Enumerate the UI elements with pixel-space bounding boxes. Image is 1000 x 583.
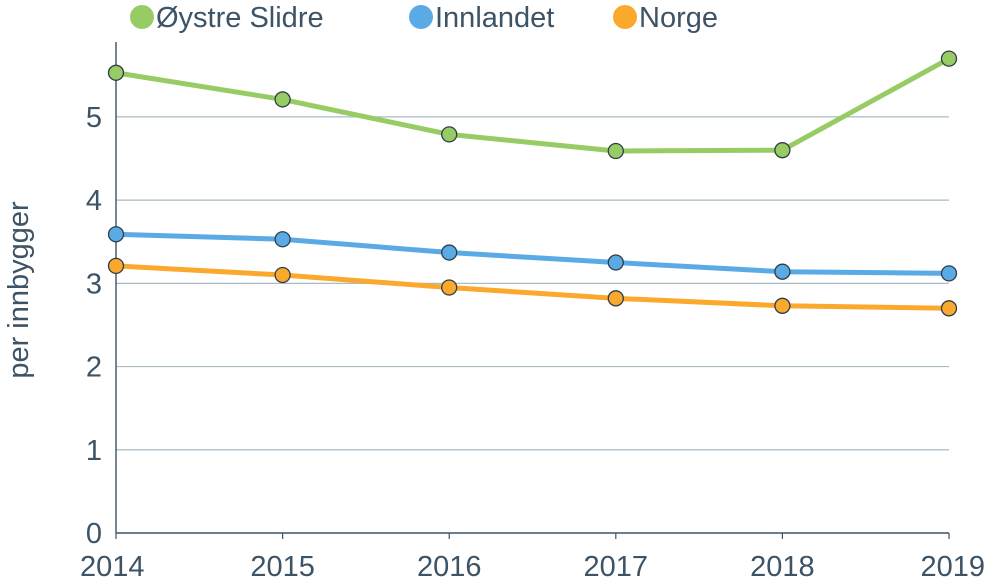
- axes: [115, 42, 950, 539]
- x-tick-label: 2019: [920, 551, 985, 583]
- x-tick-label: 2016: [417, 551, 482, 583]
- legend-label: Norge: [639, 2, 718, 34]
- y-tick-label: 0: [86, 518, 102, 550]
- series-lines: [113, 56, 952, 311]
- series-line-2: [113, 263, 952, 311]
- series-line-1: [113, 231, 952, 276]
- data-point: [940, 265, 958, 282]
- series-line-0: [113, 56, 952, 154]
- data-point: [940, 50, 958, 67]
- gridlines: [116, 116, 949, 451]
- legend-swatch: [613, 5, 637, 29]
- legend: Øystre Slidre Innlandet Norge: [130, 2, 718, 34]
- data-point: [940, 300, 958, 317]
- data-point: [774, 142, 791, 159]
- data-point: [774, 297, 791, 314]
- data-point: [274, 231, 291, 248]
- y-tick-label: 3: [86, 268, 102, 300]
- y-tick-label: 1: [86, 435, 102, 467]
- data-point: [107, 257, 125, 275]
- x-tick-label: 2018: [750, 551, 815, 583]
- x-tick-label: 2015: [250, 551, 315, 583]
- data-point: [107, 226, 125, 243]
- data-point: [607, 290, 624, 307]
- y-tick-labels: 0 1 2 3 4 5: [86, 102, 102, 550]
- y-tick-label: 4: [86, 185, 102, 217]
- data-point: [607, 142, 624, 160]
- data-point: [274, 91, 291, 108]
- data-point: [774, 263, 791, 280]
- x-tick-label: 2017: [584, 551, 649, 583]
- data-point: [441, 279, 458, 296]
- legend-swatch: [409, 5, 433, 29]
- data-point: [274, 266, 291, 284]
- x-tick-label: 2014: [80, 551, 145, 583]
- data-point: [107, 64, 125, 81]
- y-tick-label: 2: [86, 352, 102, 384]
- data-point: [441, 126, 458, 143]
- data-point: [607, 254, 624, 271]
- legend-label: Innlandet: [435, 2, 554, 34]
- data-point: [441, 244, 458, 261]
- y-axis-title: per innbygger: [3, 201, 35, 379]
- series-points: [107, 50, 958, 317]
- x-tick-labels: 2014 2015 2016 2017 2018 2019: [80, 551, 985, 583]
- legend-label: Øystre Slidre: [156, 2, 324, 34]
- legend-swatch: [130, 5, 154, 29]
- y-tick-label: 5: [86, 102, 102, 134]
